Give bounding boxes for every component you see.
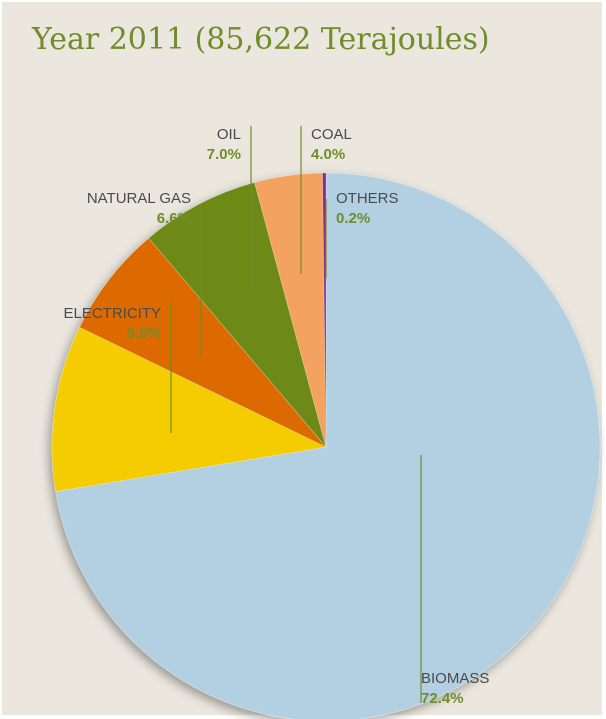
slice-percent-electricity: 9.8% bbox=[127, 325, 161, 342]
slice-label-oil: OIL bbox=[217, 126, 241, 143]
slice-label-others: OTHERS bbox=[336, 190, 399, 207]
slice-percent-others: 0.2% bbox=[336, 210, 370, 227]
slice-label-coal: COAL bbox=[311, 126, 352, 143]
slice-label-electricity: ELECTRICITY bbox=[63, 305, 161, 322]
pie-slice-electricity bbox=[51, 326, 327, 492]
pie-labels: BIOMASS 72.4% ELECTRICITY 9.8% NATURAL GAS 6.… bbox=[63, 126, 489, 707]
pie-slices bbox=[51, 172, 601, 719]
chart-title: Year 2011 (85,622 Terajoules) bbox=[32, 22, 490, 57]
slice-percent-oil: 7.0% bbox=[207, 146, 241, 163]
pie-slice-natural-gas bbox=[79, 237, 327, 448]
slice-percent-coal: 4.0% bbox=[311, 146, 345, 163]
pie-slice-biomass bbox=[55, 172, 601, 719]
pie-slice-oil bbox=[148, 182, 327, 448]
slice-percent-biomass: 72.4% bbox=[421, 690, 464, 707]
pie-slice-others bbox=[322, 172, 327, 448]
slice-label-natural-gas: NATURAL GAS bbox=[87, 190, 191, 207]
slice-label-biomass: BIOMASS bbox=[421, 670, 489, 687]
slice-percent-natural-gas: 6.6% bbox=[157, 210, 191, 227]
